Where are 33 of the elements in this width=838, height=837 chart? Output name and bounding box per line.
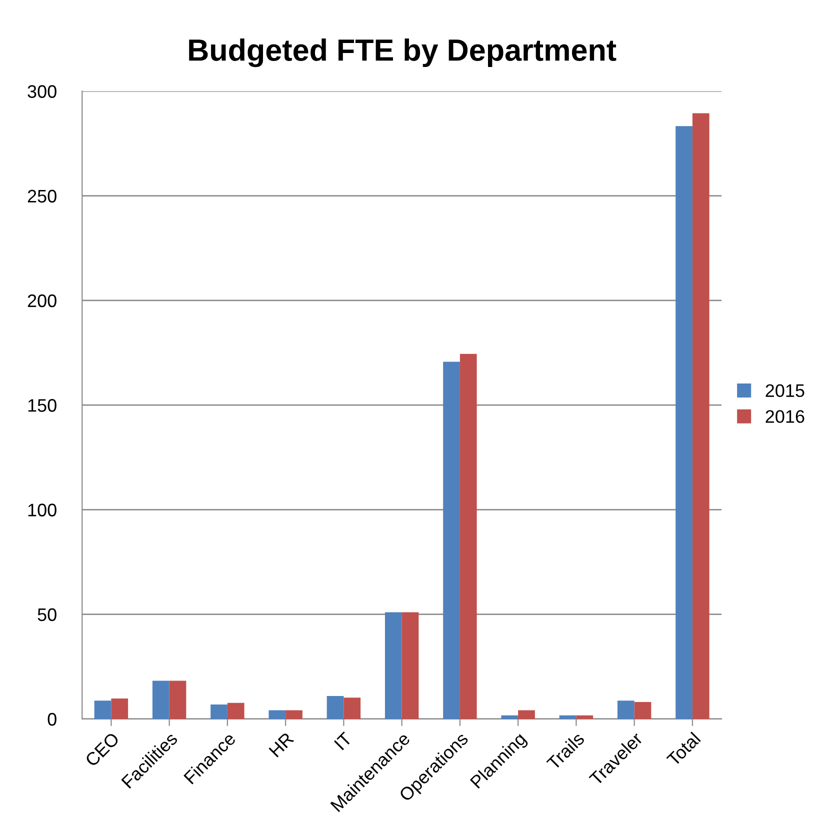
bar <box>617 700 634 719</box>
bar <box>501 715 518 719</box>
bar <box>559 715 576 719</box>
bar <box>384 612 402 719</box>
bar <box>94 700 112 719</box>
bar <box>268 710 286 719</box>
bar <box>169 680 186 719</box>
y-tick-label: 50 <box>38 608 56 622</box>
bar <box>402 612 419 719</box>
bar <box>518 710 535 719</box>
bar <box>152 680 170 719</box>
y-tick-label: 200 <box>28 294 56 308</box>
y-tick-label: 0 <box>48 712 56 726</box>
bar <box>326 696 344 719</box>
bar <box>692 113 710 719</box>
bar <box>286 710 302 719</box>
y-tick-label: 150 <box>28 399 56 412</box>
y-tick-label: 300 <box>28 85 56 98</box>
legend-label: 2015 <box>766 384 804 398</box>
bar <box>460 354 477 719</box>
bar <box>634 702 652 719</box>
x-tick-label: HR <box>268 732 294 758</box>
y-tick-label: 100 <box>28 504 56 516</box>
bar <box>111 698 128 719</box>
bar <box>210 704 228 719</box>
chart-title: Budgeted FTE by Department <box>189 38 616 68</box>
y-tick-label: 250 <box>28 190 56 203</box>
bar <box>443 362 460 719</box>
legend-label: 2016 <box>766 410 804 423</box>
bar <box>344 698 361 719</box>
bar <box>676 126 692 719</box>
bar <box>227 702 244 719</box>
bar <box>576 715 594 719</box>
